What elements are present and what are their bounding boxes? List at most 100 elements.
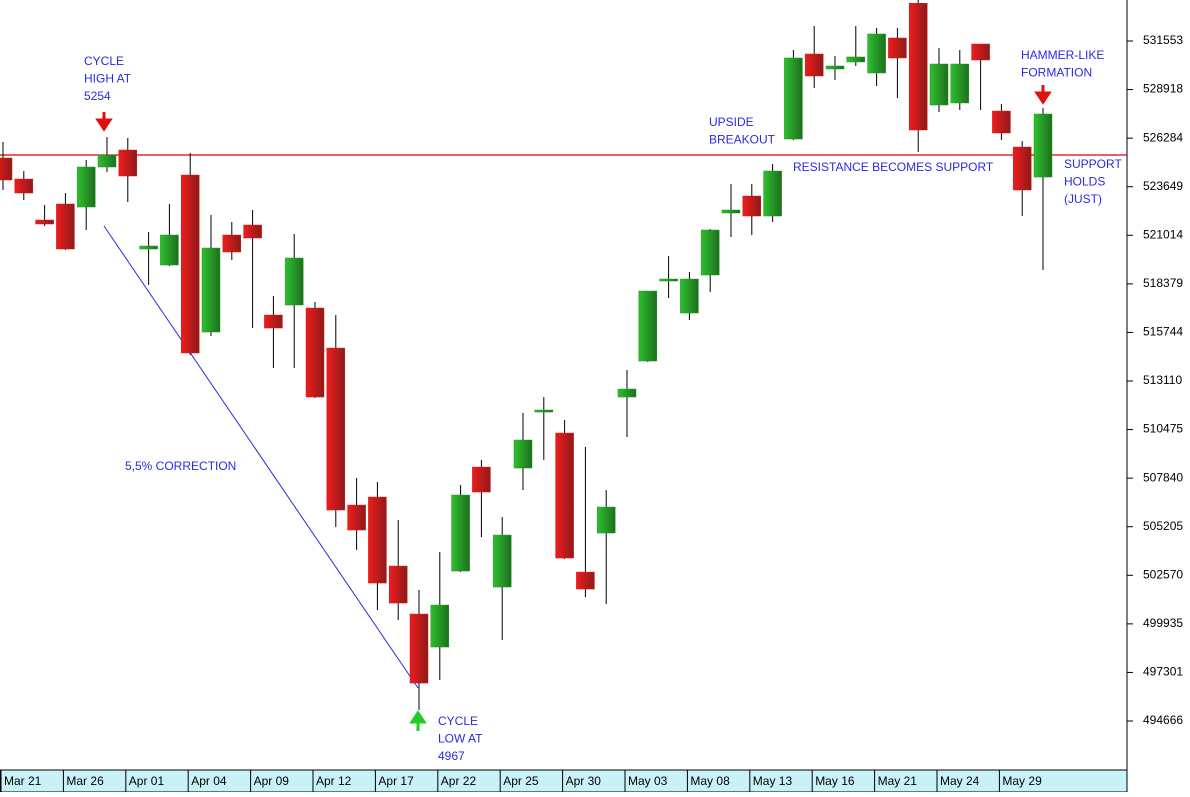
candle-body	[638, 290, 658, 362]
candle-body	[1033, 113, 1053, 178]
arrow-down	[1034, 85, 1052, 105]
candle-body	[472, 466, 491, 493]
y-tick-label: 518379	[1143, 276, 1183, 290]
annotation: 5,5% CORRECTION	[125, 459, 236, 473]
x-tick-label: May 29	[1002, 774, 1042, 788]
y-tick-label: 502570	[1143, 567, 1183, 581]
annotation: (JUST)	[1064, 192, 1102, 206]
plot-area	[0, 0, 1127, 711]
candle-body	[35, 219, 54, 225]
x-tick-label: May 13	[753, 774, 793, 788]
y-tick-label: 497301	[1143, 665, 1183, 679]
annotation: FORMATION	[1021, 66, 1092, 80]
candle-body	[825, 65, 845, 70]
candle-body	[201, 247, 221, 333]
annotation: CYCLE	[438, 714, 478, 728]
candle-body	[721, 209, 741, 214]
candle-body	[846, 56, 866, 63]
candle-body	[742, 195, 762, 217]
candle-body	[180, 174, 200, 354]
candle-body	[596, 506, 616, 534]
candle-body	[804, 53, 824, 77]
annotation: 5254	[84, 89, 111, 103]
x-tick-label: Apr 25	[503, 774, 539, 788]
x-tick-label: May 08	[690, 774, 730, 788]
annotation: HOLDS	[1064, 175, 1105, 189]
y-tick-label: 510475	[1143, 422, 1183, 436]
x-tick-label: May 16	[815, 774, 855, 788]
x-tick-label: Apr 04	[191, 774, 227, 788]
candle-body	[700, 229, 720, 276]
candle-body	[14, 178, 34, 194]
annotation: 4967	[438, 749, 465, 763]
candle-body	[908, 3, 928, 131]
annotation: BREAKOUT	[709, 133, 776, 147]
x-tick-label: May 21	[878, 774, 918, 788]
y-tick-label: 507840	[1143, 470, 1183, 484]
candle-body	[513, 439, 533, 469]
x-tick-label: Apr 17	[378, 774, 414, 788]
x-tick-label: May 03	[628, 774, 668, 788]
candle-body	[326, 347, 346, 511]
y-tick-label: 528918	[1143, 82, 1183, 96]
y-tick-label: 499935	[1143, 616, 1183, 630]
annotation: HAMMER-LIKE	[1021, 48, 1104, 62]
candle-body	[867, 33, 886, 74]
candle-body	[347, 504, 366, 531]
candle-body	[409, 613, 429, 684]
candle-body	[784, 57, 803, 140]
candle-body	[576, 571, 595, 590]
annotation: HIGH AT	[84, 72, 132, 86]
candle-body	[284, 257, 304, 306]
x-tick-label: Apr 30	[566, 774, 602, 788]
candle-body	[555, 432, 574, 559]
x-tick-label: May 24	[940, 774, 980, 788]
annotation: SUPPORT	[1064, 157, 1122, 171]
y-tick-label: 505205	[1143, 519, 1183, 533]
candle-body	[430, 604, 450, 648]
candle-body	[243, 224, 262, 239]
x-tick-label: Mar 21	[4, 774, 42, 788]
y-tick-label: 531553	[1143, 33, 1183, 47]
candle-body	[97, 154, 117, 168]
candle-body	[534, 409, 554, 413]
candle-body	[888, 37, 907, 59]
candle-body	[971, 43, 990, 61]
candle-body	[305, 307, 325, 398]
y-tick-label: 523649	[1143, 179, 1183, 193]
x-tick-label: Apr 09	[254, 774, 290, 788]
annotation: CYCLE	[84, 54, 124, 68]
x-tick-label: Mar 26	[66, 774, 104, 788]
candle-body	[492, 534, 512, 588]
x-tick-label: Apr 12	[316, 774, 352, 788]
x-tick-label: Apr 22	[441, 774, 477, 788]
y-tick-label: 513110	[1143, 373, 1182, 387]
candle-body	[617, 388, 637, 398]
candle-body	[763, 170, 782, 217]
candle-body	[950, 63, 970, 104]
annotation: RESISTANCE BECOMES SUPPORT	[793, 160, 994, 174]
candle-body	[368, 496, 387, 584]
annotation: UPSIDE	[709, 115, 754, 129]
x-tick-label: Apr 01	[129, 774, 165, 788]
candle-body	[118, 149, 138, 177]
candle-body	[1012, 146, 1032, 191]
y-tick-label: 521014	[1143, 227, 1183, 241]
arrow-down	[95, 112, 113, 132]
candle-body	[992, 110, 1011, 134]
y-tick-label: 494666	[1143, 713, 1183, 727]
y-tick-label: 515744	[1143, 325, 1183, 339]
candle-body	[264, 314, 283, 329]
y-tick-label: 526284	[1143, 130, 1183, 144]
candle-body	[222, 234, 242, 253]
candle-body	[388, 565, 408, 604]
arrow-up	[409, 710, 427, 731]
trend-line	[103, 225, 419, 689]
candle-body	[76, 166, 96, 208]
candle-body	[659, 278, 678, 282]
candle-body	[56, 203, 75, 250]
candle-body	[929, 63, 949, 106]
candle-body	[680, 278, 699, 314]
